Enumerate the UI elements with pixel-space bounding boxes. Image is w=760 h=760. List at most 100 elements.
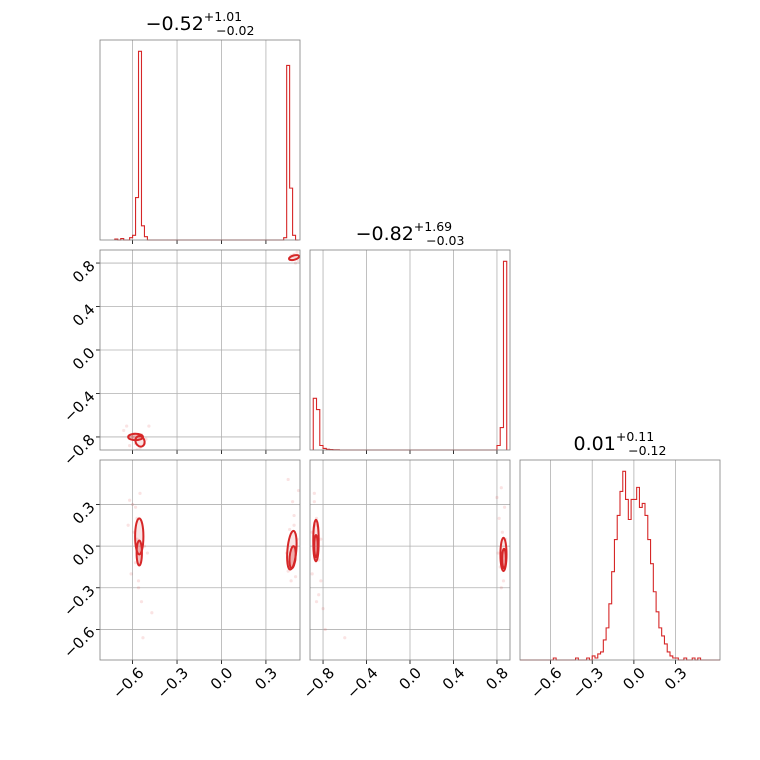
density-contour (134, 435, 146, 448)
scatter-point (128, 444, 132, 448)
scatter-layer (126, 477, 300, 640)
scatter-point (147, 424, 151, 428)
scatter-point (135, 537, 139, 541)
panel-hist-1 (309, 249, 511, 454)
panel-frame (309, 249, 511, 451)
scatter-point (319, 579, 323, 583)
tick-label-y: 0.4 (69, 300, 99, 330)
panel-hist-2 (519, 459, 721, 664)
density-contour (312, 518, 320, 563)
title-param-0: −0.52+1.01 −0.02 (146, 9, 255, 38)
scatter-point (495, 495, 499, 500)
title-param-2: 0.01+0.11 −0.12 (574, 429, 667, 458)
density-fill (128, 433, 143, 441)
scatter-point (310, 572, 314, 576)
tick-label-x: −0.6 (527, 664, 565, 702)
scatter-layer (122, 250, 300, 450)
scatter-layer (310, 486, 508, 640)
scatter-point (130, 435, 135, 439)
scatter-point (500, 530, 504, 534)
histogram-0 (114, 50, 299, 241)
density-contour (135, 539, 143, 567)
scatter-point (129, 572, 133, 576)
tick-label-x: 0.3 (251, 664, 281, 694)
scatter-point (145, 551, 150, 555)
scatter-point (139, 600, 144, 604)
tick-label-y: 0.0 (69, 540, 99, 570)
density-contour (288, 545, 297, 570)
density-contour (288, 254, 300, 262)
scatter-point (126, 523, 130, 527)
scatter-point (502, 505, 507, 509)
tick-label-x: 0.0 (619, 664, 649, 694)
density-contour (501, 547, 507, 570)
tick-label-x: 0.0 (207, 664, 237, 694)
density-contour (134, 517, 145, 556)
histogram-2 (520, 470, 720, 661)
scatter-point (296, 259, 300, 263)
scatter-point (312, 491, 316, 495)
scatter-point (133, 505, 138, 509)
scatter-point (150, 611, 154, 615)
scatter-point (496, 551, 500, 555)
tick-label-y: −0.3 (60, 582, 98, 620)
scatter-point (125, 424, 129, 428)
scatter-point (501, 579, 506, 583)
scatter-point (321, 607, 325, 611)
histogram-1 (312, 260, 508, 451)
scatter-point (497, 516, 501, 520)
tick-label-y: 0.0 (69, 344, 99, 374)
tick-label-x: 0.0 (395, 664, 425, 694)
tick-label-x: 0.4 (439, 664, 469, 694)
panel-pair-0 (96, 249, 301, 454)
scatter-point (289, 579, 293, 583)
panel-hist-0 (99, 39, 301, 244)
title-param-1: −0.82+1.69 −0.03 (356, 219, 465, 248)
scatter-point (122, 428, 126, 433)
scatter-point (292, 523, 296, 527)
tick-label-y: 0.3 (69, 498, 99, 528)
scatter-point (128, 498, 132, 502)
scatter-point (286, 569, 290, 573)
scatter-point (499, 586, 503, 590)
panel-frame (99, 459, 301, 661)
scatter-point (290, 500, 295, 504)
scatter-point (312, 500, 316, 504)
scatter-point (292, 513, 296, 518)
scatter-point (314, 600, 319, 604)
scatter-point (499, 486, 503, 490)
tick-label-y: −0.8 (60, 431, 98, 469)
panel-frame (309, 459, 511, 661)
tick-label-x: −0.4 (343, 664, 381, 702)
panel-pair-2 (309, 459, 511, 664)
scatter-point (295, 250, 299, 254)
scatter-point (288, 527, 292, 532)
panel-pair-1 (96, 459, 301, 664)
scatter-point (323, 627, 327, 632)
tick-label-y: −0.4 (60, 387, 98, 425)
density-contour (313, 534, 319, 559)
tick-label-y: 0.8 (69, 257, 99, 287)
scatter-point (317, 593, 321, 597)
tick-label-x: −0.8 (300, 664, 338, 702)
scatter-point (293, 575, 298, 579)
panel-frame (519, 459, 721, 661)
tick-label-x: −0.3 (154, 664, 192, 702)
scatter-point (343, 636, 347, 640)
scatter-point (130, 502, 135, 507)
panel-frame (99, 39, 301, 241)
density-contour (127, 432, 144, 442)
scatter-point (286, 477, 290, 482)
tick-label-y: −0.6 (60, 623, 98, 661)
scatter-point (138, 491, 142, 495)
tick-label-x: 0.8 (482, 664, 512, 694)
scatter-point (296, 488, 300, 493)
tick-label-x: −0.6 (109, 664, 147, 702)
scatter-point (293, 261, 298, 265)
panel-frame (99, 249, 301, 451)
scatter-point (136, 586, 141, 590)
scatter-point (136, 579, 141, 583)
tick-label-x: −0.3 (569, 664, 607, 702)
scatter-point (319, 537, 323, 541)
